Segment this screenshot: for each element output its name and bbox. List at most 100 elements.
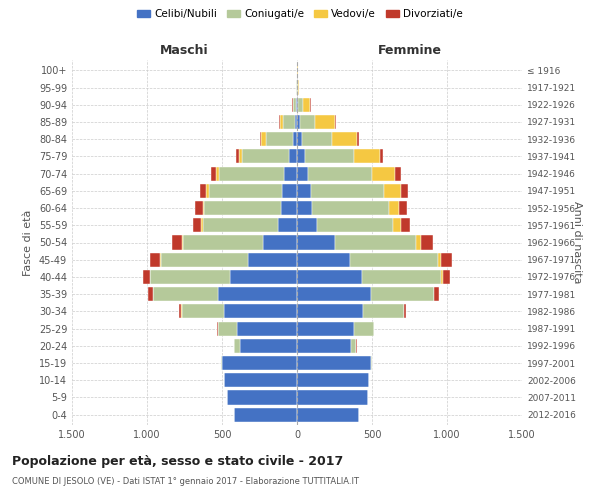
Bar — [441, 252, 452, 267]
Bar — [183, 236, 263, 250]
Bar — [218, 287, 297, 301]
Bar — [293, 98, 296, 112]
Bar — [297, 373, 369, 388]
Bar — [227, 390, 297, 404]
Bar — [317, 218, 393, 232]
Bar — [297, 356, 371, 370]
Bar — [211, 166, 216, 180]
Bar — [443, 270, 450, 284]
Bar — [279, 115, 280, 129]
Bar — [297, 236, 335, 250]
Text: Maschi: Maschi — [160, 44, 209, 57]
Bar — [434, 287, 439, 301]
Bar — [297, 304, 363, 318]
Bar — [234, 338, 240, 353]
Bar — [265, 132, 293, 146]
Bar — [372, 166, 395, 180]
Bar — [143, 270, 149, 284]
Bar — [298, 98, 303, 112]
Bar — [335, 115, 336, 129]
Bar — [148, 287, 153, 301]
Bar — [223, 304, 297, 318]
Bar — [150, 270, 229, 284]
Text: Femmine: Femmine — [377, 44, 442, 57]
Bar — [229, 270, 297, 284]
Bar — [237, 322, 297, 336]
Bar — [277, 218, 297, 232]
Bar — [415, 236, 421, 250]
Bar — [351, 338, 356, 353]
Bar — [199, 184, 206, 198]
Bar — [395, 166, 401, 180]
Bar — [297, 408, 359, 422]
Bar — [202, 218, 203, 232]
Bar — [223, 373, 297, 388]
Bar — [153, 287, 218, 301]
Bar — [311, 184, 384, 198]
Bar — [380, 150, 383, 164]
Bar — [363, 304, 404, 318]
Bar — [204, 201, 281, 215]
Bar — [297, 166, 308, 180]
Bar — [389, 201, 399, 215]
Bar — [206, 184, 209, 198]
Bar — [297, 115, 300, 129]
Bar — [282, 184, 297, 198]
Bar — [296, 98, 297, 112]
Bar — [217, 322, 218, 336]
Bar — [303, 98, 310, 112]
Bar — [297, 390, 367, 404]
Bar — [438, 252, 441, 267]
Bar — [331, 132, 357, 146]
Bar — [240, 338, 297, 353]
Bar — [221, 356, 222, 370]
Bar — [384, 184, 401, 198]
Bar — [297, 287, 371, 301]
Bar — [297, 338, 351, 353]
Bar — [399, 201, 407, 215]
Bar — [182, 236, 183, 250]
Bar — [193, 218, 202, 232]
Bar — [349, 252, 438, 267]
Bar — [335, 236, 415, 250]
Bar — [281, 201, 297, 215]
Bar — [179, 304, 181, 318]
Bar — [371, 356, 372, 370]
Bar — [263, 236, 297, 250]
Bar — [295, 115, 297, 129]
Bar — [293, 132, 297, 146]
Bar — [421, 236, 433, 250]
Bar — [239, 150, 242, 164]
Y-axis label: Anni di nascita: Anni di nascita — [572, 201, 581, 284]
Bar — [371, 287, 433, 301]
Bar — [284, 166, 297, 180]
Bar — [404, 304, 406, 318]
Bar — [283, 115, 295, 129]
Bar — [433, 287, 434, 301]
Bar — [393, 218, 401, 232]
Text: Popolazione per età, sesso e stato civile - 2017: Popolazione per età, sesso e stato civil… — [12, 455, 343, 468]
Bar — [203, 201, 204, 215]
Bar — [361, 270, 441, 284]
Bar — [260, 132, 261, 146]
Bar — [222, 356, 297, 370]
Bar — [242, 150, 289, 164]
Bar — [312, 201, 389, 215]
Bar — [297, 218, 317, 232]
Bar — [150, 252, 160, 267]
Bar — [297, 252, 349, 267]
Y-axis label: Fasce di età: Fasce di età — [23, 210, 33, 276]
Bar — [218, 322, 237, 336]
Bar — [297, 184, 311, 198]
Bar — [297, 150, 305, 164]
Bar — [289, 150, 297, 164]
Bar — [160, 252, 161, 267]
Bar — [234, 408, 297, 422]
Bar — [182, 304, 223, 318]
Bar — [354, 150, 380, 164]
Bar — [298, 80, 299, 94]
Bar — [219, 166, 284, 180]
Bar — [297, 201, 312, 215]
Legend: Celibi/Nubili, Coniugati/e, Vedovi/e, Divorziati/e: Celibi/Nubili, Coniugati/e, Vedovi/e, Di… — [133, 5, 467, 24]
Bar — [280, 115, 283, 129]
